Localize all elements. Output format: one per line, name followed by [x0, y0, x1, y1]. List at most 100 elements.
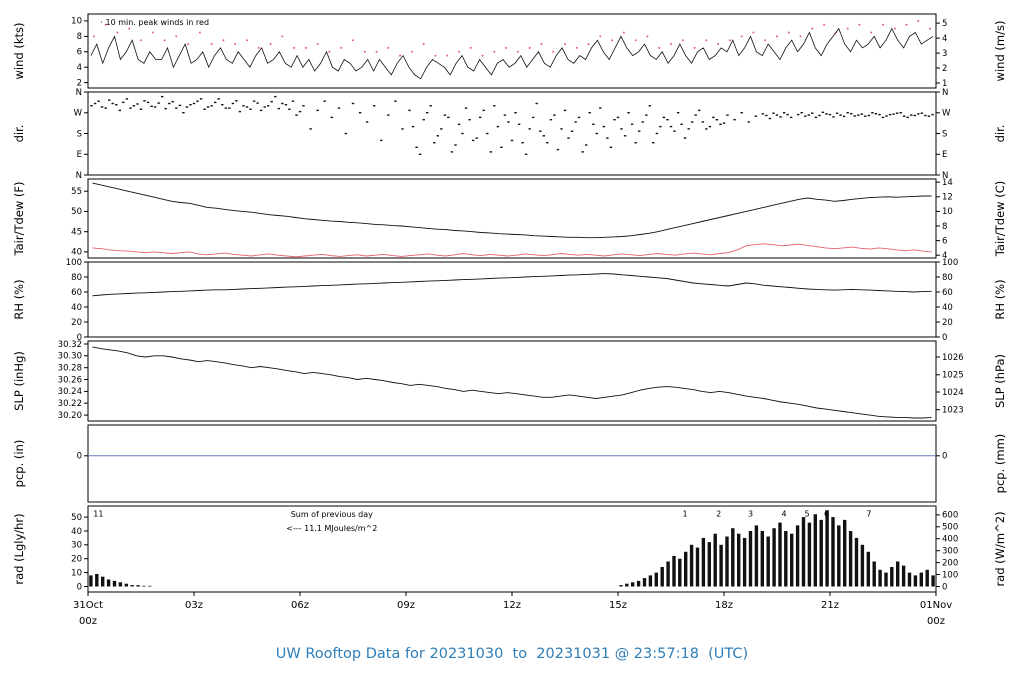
ytick-left-rh: 60: [71, 288, 82, 298]
axis-label-dir-left: dir.: [12, 125, 26, 143]
panel-rh: 0 20 40 60 80 100 0 20 40 60 80 100 RH (%) RH (%): [12, 258, 1007, 343]
panel-rh-frame: [87, 261, 937, 338]
series-solar-radiation: [89, 510, 935, 587]
ytick-left-temp: 50: [71, 207, 82, 217]
x-tick-label: 09z: [397, 600, 415, 611]
ytick-left-rad: 50: [71, 513, 82, 523]
ytick-left-rh: 100: [66, 258, 82, 268]
ytick-left-rad: 20: [71, 555, 82, 565]
ytick-right-dir: W: [942, 109, 951, 119]
ytick-left-dir: W: [74, 109, 83, 119]
ytick-right-wind: 2: [942, 64, 947, 74]
ytick-right-rad: 200: [942, 558, 958, 568]
ytick-right-temp: 12: [942, 193, 953, 203]
ytick-right-pcp: 0: [942, 452, 947, 462]
axis-label-wind-right: wind (m/s): [993, 21, 1007, 82]
ytick-left-slp: 30.24: [58, 387, 82, 397]
ytick-left-rad: 10: [71, 568, 82, 578]
ytick-right-rh: 40: [942, 303, 953, 313]
x-start-hour: 00z: [79, 616, 97, 627]
panel-pcp: 0 0 pcp. (in) pcp. (mm): [12, 424, 1007, 503]
ytick-right-dir: N: [942, 88, 948, 98]
annotation-rad-2: <--- 11.1 MJoules/m^2: [286, 524, 377, 533]
ytick-right-wind: 4: [942, 34, 947, 44]
ytick-left-rh: 40: [71, 303, 82, 313]
annotation-rad-8: 6: [824, 509, 829, 518]
ytick-left-dir: N: [76, 171, 82, 181]
ytick-right-dir: N: [942, 171, 948, 181]
ytick-left-wind: 4: [77, 63, 82, 73]
series-sea-level-pressure: [92, 346, 932, 419]
annotation-rad-5: 3: [748, 509, 753, 518]
x-tick-label: 18z: [715, 600, 733, 611]
ytick-left-dir: E: [77, 150, 82, 160]
ytick-right-rh: 0: [942, 333, 947, 343]
ytick-right-slp: 1023: [942, 406, 964, 416]
series-wind-direction: [90, 95, 934, 155]
ytick-left-rad: 0: [77, 582, 82, 592]
series-relative-humidity: [92, 273, 932, 297]
ytick-left-rh: 0: [77, 333, 82, 343]
axis-label-rad-right: rad (W/m^2): [993, 511, 1007, 586]
ytick-left-dir: S: [77, 129, 82, 139]
axis-label-temp-left: Tair/Tdew (F): [12, 181, 26, 256]
x-tick-label: 21z: [821, 600, 839, 611]
ytick-left-slp: 30.20: [58, 411, 82, 421]
panel-temp: 40 45 50 55 4 6 8 10 12 14 Tair/Tdew (F) Tair/Tdew …: [12, 178, 1007, 261]
axis-label-slp-left: SLP (inHg): [12, 351, 26, 411]
series-wind-speed: [90, 27, 934, 80]
x-tick-label: 15z: [609, 600, 627, 611]
ytick-left-rad: 40: [71, 527, 82, 537]
ytick-right-dir: S: [942, 129, 947, 139]
ytick-right-wind: 3: [942, 49, 947, 59]
ytick-left-wind: 10: [71, 17, 82, 27]
panel-dir-frame: [87, 91, 937, 176]
ytick-left-slp: 30.30: [58, 352, 82, 362]
annotation-wind-0: · 10 min. peak winds in red: [100, 18, 209, 27]
ytick-left-slp: 30.32: [58, 340, 82, 350]
panel-slp-frame: [87, 340, 937, 422]
ytick-left-rad: 30: [71, 541, 82, 551]
ytick-left-rh: 20: [71, 318, 82, 328]
axis-label-rh-left: RH (%): [12, 279, 26, 319]
annotation-rad-3: 1: [683, 509, 688, 518]
ytick-left-rh: 80: [71, 273, 82, 283]
axis-label-dir-right: dir.: [993, 125, 1007, 143]
ytick-right-slp: 1026: [942, 353, 964, 363]
ytick-right-rad: 300: [942, 547, 958, 557]
ytick-left-wind: 6: [77, 48, 82, 58]
ytick-left-temp: 40: [71, 248, 82, 258]
ytick-right-rh: 100: [942, 258, 958, 268]
ytick-left-temp: 55: [71, 187, 82, 197]
ytick-right-slp: 1024: [942, 388, 964, 398]
axis-label-rh-right: RH (%): [993, 279, 1007, 319]
panel-wind-frame: [87, 13, 937, 89]
ytick-left-slp: 30.22: [58, 399, 82, 409]
annotation-rad-4: 2: [716, 509, 721, 518]
ytick-right-temp: 8: [942, 222, 947, 232]
ytick-right-rh: 60: [942, 288, 953, 298]
chart-title: UW Rooftop Data for 20231030 to 20231031…: [275, 646, 749, 662]
ytick-right-temp: 6: [942, 236, 947, 246]
annotation-rad-0: 11: [93, 509, 103, 518]
ytick-left-wind: 8: [77, 32, 82, 42]
x-end-date: 01Nov: [920, 600, 952, 611]
series-tdew: [92, 243, 932, 258]
x-tick-label: 03z: [185, 600, 203, 611]
annotation-rad-7: 5: [804, 509, 809, 518]
ytick-right-rh: 20: [942, 318, 953, 328]
ytick-left-slp: 30.28: [58, 364, 82, 374]
ytick-left-wind: 2: [77, 78, 82, 88]
ytick-right-rad: 400: [942, 535, 958, 545]
panel-temp-frame: [87, 178, 937, 259]
x-tick-label: 06z: [291, 600, 309, 611]
ytick-left-temp: 45: [71, 228, 82, 238]
x-tick-label: 12z: [503, 600, 521, 611]
axis-label-temp-right: Tair/Tdew (C): [993, 181, 1007, 257]
ytick-left-dir: N: [76, 88, 82, 98]
ytick-right-rad: 100: [942, 570, 958, 580]
